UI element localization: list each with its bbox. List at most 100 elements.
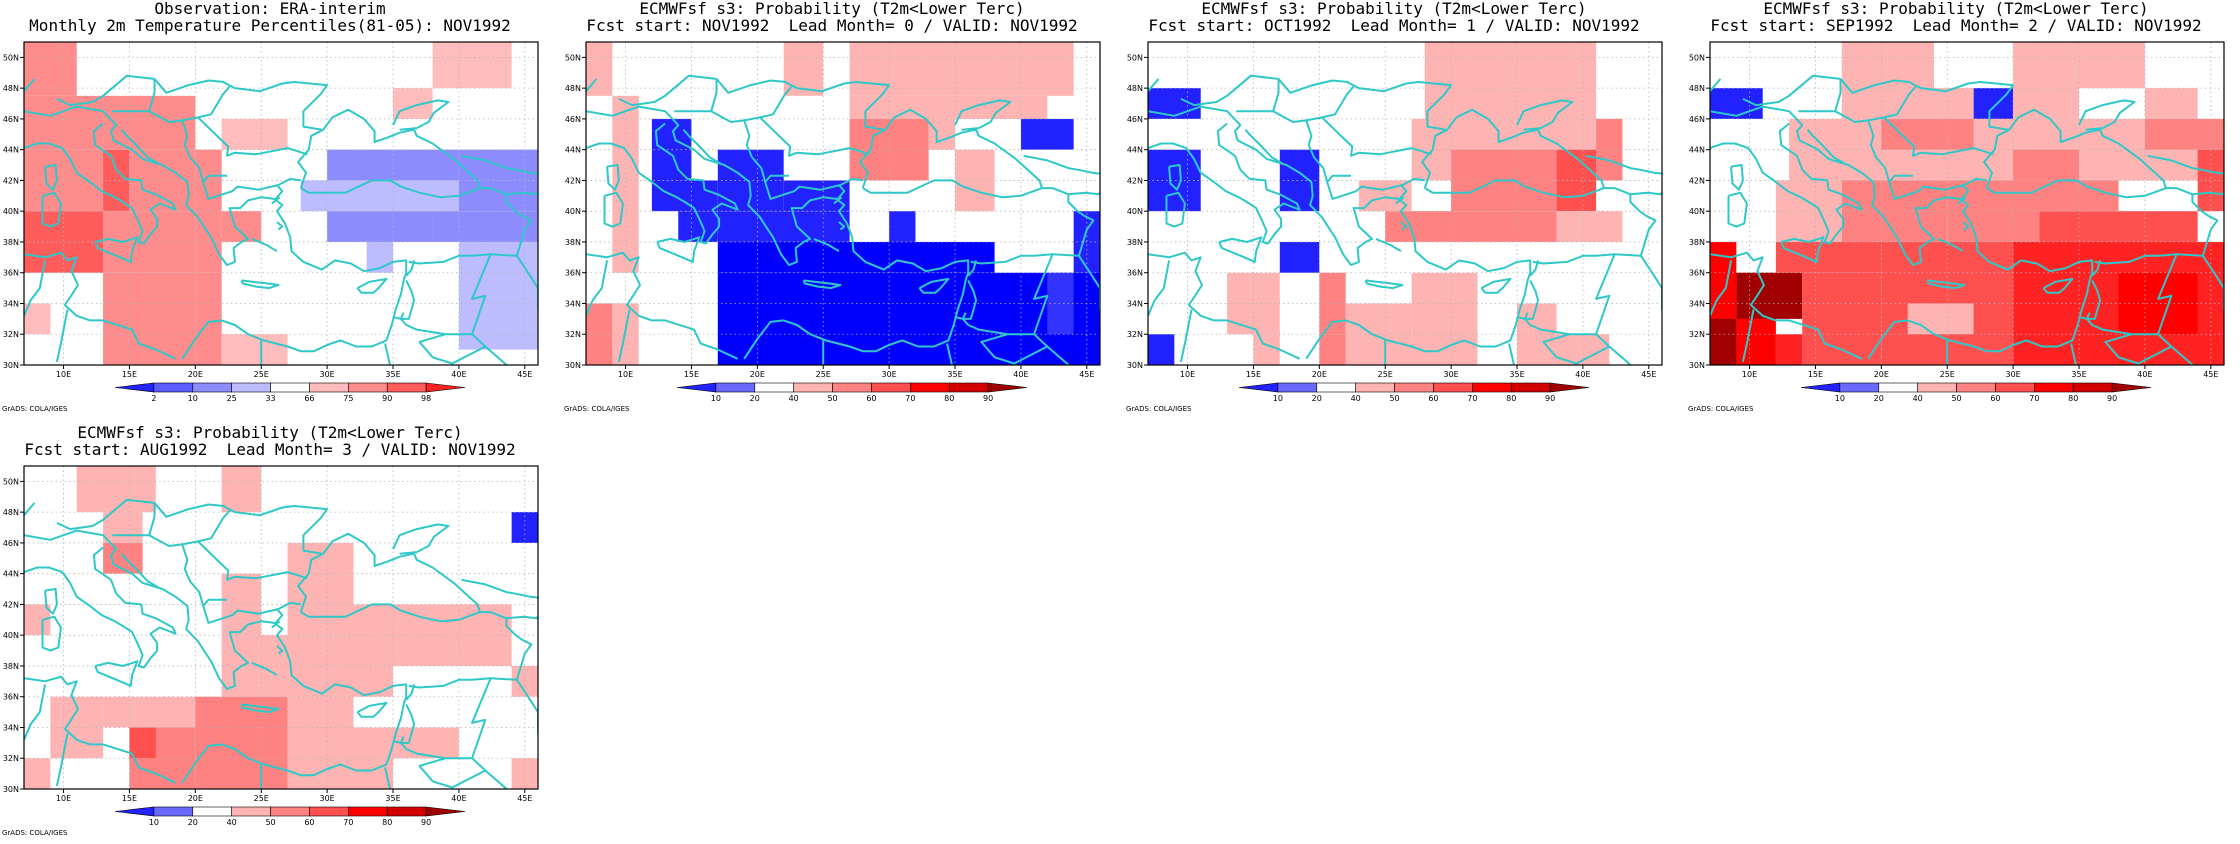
shaded-cell (717, 149, 784, 212)
lon-tick-label: 45E (1079, 370, 1094, 379)
map-lead-1: 10E 15E 20E 25E 30E 35E 40E 45E 30N 32N 34N 36N 38N 4… (1124, 40, 1664, 420)
coastline (2078, 99, 2136, 131)
color-bar-segment (114, 382, 155, 393)
coastlines (24, 498, 538, 789)
shaded-cell (1775, 334, 1803, 365)
coastline (586, 122, 739, 245)
coastline (405, 260, 416, 277)
lon-tick-label: 25E (254, 370, 269, 379)
coastline (1727, 191, 1748, 228)
coastline (24, 675, 177, 784)
shaded-cell (353, 727, 394, 789)
shaded-cell (511, 512, 538, 543)
coastline (1508, 343, 1515, 365)
lon-tick-label: 25E (816, 370, 831, 379)
coastline (618, 74, 717, 107)
color-bar-label: 70 (2029, 394, 2039, 403)
color-bar-label: 75 (343, 394, 353, 403)
grads-credit: GrADS: COLA/IGES (1688, 405, 1754, 413)
coastline (1148, 260, 1171, 317)
shaded-cell (849, 95, 1048, 119)
coastline (274, 608, 284, 624)
shaded-cell (1279, 149, 1320, 212)
lon-tick-label: 15E (684, 370, 699, 379)
lon-tick-label: 20E (188, 370, 203, 379)
color-bar-segment (1433, 382, 1473, 393)
lon-tick-label: 45E (1641, 370, 1656, 379)
color-bar-label: 50 (265, 818, 275, 827)
color-bar-label: 90 (1545, 394, 1555, 403)
coastline (962, 318, 1049, 365)
coastline (1883, 85, 1917, 119)
coastline (1305, 120, 1425, 200)
coastline (674, 110, 870, 157)
color-bar-label: 80 (1506, 394, 1516, 403)
coastline (1395, 196, 1405, 205)
lat-tick-label: 50N (3, 477, 19, 486)
coastline (271, 620, 281, 629)
color-bar-segment (1277, 382, 1318, 393)
shaded-cell (327, 211, 433, 242)
coastline (360, 365, 380, 399)
lon-tick-label: 40E (451, 370, 466, 379)
lon-tick-label: 35E (947, 370, 962, 379)
coastline (24, 105, 408, 360)
shaded-cell (327, 149, 459, 181)
lon-tick-label: 35E (1509, 370, 1524, 379)
coastline (1480, 277, 1512, 294)
color-bar-label: 70 (1467, 394, 1477, 403)
coastline (1518, 312, 1529, 320)
color-bar-segment (1995, 382, 2035, 393)
lon-tick-label: 35E (385, 794, 400, 803)
color-bar-label: 60 (1990, 394, 2000, 403)
color-bar-segment (1394, 382, 1434, 393)
lat-tick-label: 48N (3, 508, 19, 517)
lon-tick-label: 20E (188, 794, 203, 803)
coastline (240, 279, 280, 290)
shaded-cell (1775, 241, 1882, 273)
coastline (1218, 236, 1263, 263)
coastlines (1148, 74, 1662, 365)
lat-tick-label: 44N (1689, 146, 1705, 155)
color-bar-segment (386, 382, 427, 393)
coastline (44, 588, 58, 615)
coastline (617, 309, 631, 363)
plot-frame (1709, 41, 2225, 366)
shaded-cell (1424, 42, 1597, 119)
color-bar-segment (231, 806, 271, 817)
color-bar-segment (1316, 382, 1356, 393)
shaded-cell (2013, 42, 2080, 119)
lat-tick-label: 30N (1689, 361, 1705, 370)
shaded-cell (103, 149, 130, 212)
shaded-cell (1907, 303, 1974, 335)
shaded-cell (24, 42, 77, 96)
coastline (461, 578, 538, 620)
coastline (1421, 108, 1605, 199)
coastline (41, 191, 62, 228)
map-lead-3: 10E 15E 20E 25E 30E 35E 40E 45E 30N 32N 34N 36N 38N 4… (0, 464, 540, 844)
coastline (471, 253, 492, 335)
shaded-cell (2079, 42, 2145, 89)
lat-tick-label: 30N (3, 785, 19, 794)
color-bar-label: 50 (1389, 394, 1399, 403)
lat-tick-label: 42N (1689, 176, 1705, 185)
panel-observation: Observation: ERA-interim Monthly 2m Temp… (0, 0, 540, 420)
color-bar: 10 20 40 50 60 70 80 90 (114, 806, 466, 827)
color-bar-label: 66 (304, 394, 314, 403)
panel-title-line1: ECMWFsf s3: Probability (T2m<Lower Terc) (1201, 0, 1587, 18)
shaded-cell (1736, 272, 1803, 319)
lat-tick-label: 42N (1127, 176, 1143, 185)
coastline (1398, 184, 1408, 200)
map-svg: 10E 15E 20E 25E 30E 35E 40E 45E 30N 32N 34N 36N 38N 4… (2, 465, 539, 837)
coastline (970, 187, 1095, 265)
coastline (1321, 85, 1355, 119)
lat-tick-label: 38N (3, 662, 19, 671)
color-bar-label: 10 (711, 394, 721, 403)
map-svg: 10E 15E 20E 25E 30E 35E 40E 45E 30N 32N 34N 36N 38N 4… (564, 41, 1101, 413)
lon-tick-label: 30E (1444, 370, 1459, 379)
lat-tick-label: 38N (565, 238, 581, 247)
shaded-cell (103, 95, 196, 150)
color-bar-label: 80 (944, 394, 954, 403)
coastline (405, 684, 416, 701)
color-bar-segment (1839, 382, 1880, 393)
